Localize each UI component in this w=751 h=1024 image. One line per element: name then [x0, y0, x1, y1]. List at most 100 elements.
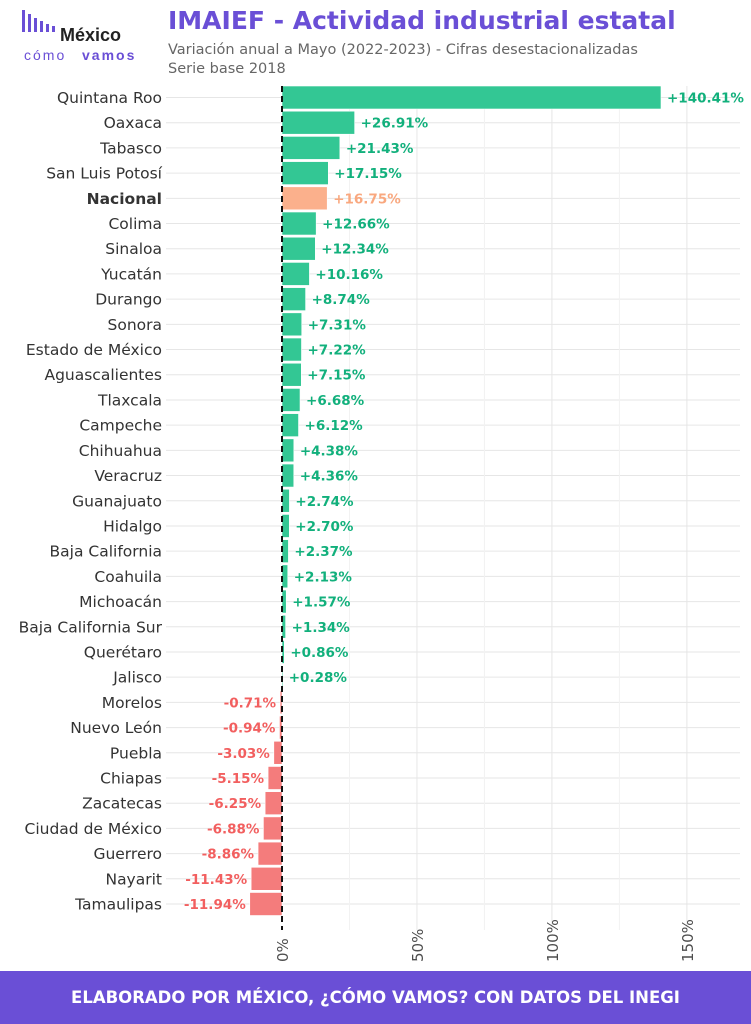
footer-banner: ELABORADO POR MÉXICO, ¿CÓMO VAMOS? CON D…: [0, 971, 751, 1024]
bar-campeche: [281, 413, 299, 437]
category-label: Sinaloa: [105, 240, 162, 258]
data-label: +12.66%: [322, 217, 390, 233]
subtitle-line-1: Variación anual a Mayo (2022-2023) - Cif…: [168, 42, 638, 58]
data-label: +2.70%: [295, 519, 354, 535]
category-label: Michoacán: [79, 593, 162, 611]
category-label: Yucatán: [100, 265, 162, 283]
category-label: Veracruz: [94, 467, 162, 485]
chart-title: IMAIEF - Actividad industrial estatal: [168, 6, 676, 35]
bar-quintana-roo: [281, 85, 662, 110]
chart-subtitle: Variación anual a Mayo (2022-2023) - Cif…: [168, 41, 638, 79]
logo-word-mexico: México: [60, 25, 121, 45]
category-label: Zacatecas: [82, 795, 162, 813]
category-label: Aguascalientes: [44, 366, 162, 384]
data-label: +2.74%: [295, 494, 354, 510]
category-label: Tabasco: [99, 139, 162, 157]
data-label: +17.15%: [334, 166, 402, 182]
category-label: Hidalgo: [103, 517, 162, 535]
category-label: Colima: [108, 215, 162, 233]
data-label: -8.86%: [202, 847, 255, 863]
data-label: +1.34%: [292, 620, 351, 636]
category-label: Durango: [95, 291, 162, 309]
data-label: +4.38%: [300, 443, 359, 459]
category-labels: Quintana Roo Oaxaca Tabasco San Luis Potosí…: [19, 89, 163, 914]
bar-chiapas: [267, 766, 283, 790]
bar-colima: [281, 211, 317, 236]
bar-chart: +140.41% +26.91% +21.43% +17.15% +16.75% +12.…: [19, 85, 744, 962]
x-tick-label: 150%: [679, 919, 697, 962]
bar-zacatecas: [264, 791, 283, 815]
bars: [249, 85, 662, 916]
category-label: Sonora: [108, 316, 163, 334]
mexico-como-vamos-logo: México cómo vamos: [22, 10, 136, 63]
bar-ciudad-de-m-xico: [263, 816, 283, 841]
data-label: -5.15%: [212, 771, 265, 787]
category-label: Chihuahua: [79, 442, 162, 460]
category-label: Nuevo León: [70, 719, 162, 737]
data-label: +16.75%: [333, 191, 401, 207]
category-label: Ciudad de México: [25, 820, 162, 838]
data-labels: +140.41% +26.91% +21.43% +17.15% +16.75% +12.…: [184, 91, 744, 914]
category-label: Coahuila: [94, 568, 162, 586]
bar-tamaulipas: [249, 892, 283, 916]
category-label: Oaxaca: [104, 114, 162, 132]
data-label: +0.28%: [289, 670, 348, 686]
bar-tlaxcala: [281, 388, 301, 412]
bar-san-luis-potos-: [281, 161, 329, 185]
x-tick-label: 0%: [274, 938, 292, 962]
category-label: Baja California: [50, 543, 162, 561]
x-tick-label: 50%: [409, 929, 427, 962]
bar-veracruz: [281, 463, 295, 488]
category-label: Guanajuato: [72, 492, 162, 510]
logo-word-como: cómo: [24, 47, 66, 63]
category-label: Baja California Sur: [19, 618, 163, 636]
category-label: Tlaxcala: [97, 391, 162, 409]
data-label: +7.22%: [307, 343, 366, 359]
data-label: +7.31%: [308, 317, 367, 333]
logo-word-vamos: vamos: [82, 47, 136, 63]
data-label: +7.15%: [307, 368, 366, 384]
bar-tabasco: [281, 136, 341, 160]
data-label: -11.43%: [185, 872, 247, 888]
x-axis-ticks: 0% 50% 100% 150%: [274, 919, 697, 962]
bar-hidalgo: [281, 514, 290, 538]
data-label: +4.36%: [300, 469, 359, 485]
bar-nacional: [281, 186, 328, 211]
bar-aguascalientes: [281, 362, 302, 387]
data-label: +12.34%: [321, 242, 389, 258]
data-label: +21.43%: [346, 141, 414, 157]
category-label: Nacional: [87, 190, 162, 208]
category-label: Tamaulipas: [74, 896, 162, 914]
subtitle-line-2: Serie base 2018: [168, 61, 286, 77]
data-label: -6.25%: [209, 796, 262, 812]
category-label: Nayarit: [105, 870, 162, 888]
category-label: Estado de México: [26, 341, 162, 359]
data-label: +26.91%: [361, 116, 429, 132]
data-label: +6.12%: [305, 418, 364, 434]
data-label: +10.16%: [315, 267, 383, 283]
bar-chihuahua: [281, 438, 295, 463]
bar-nayarit: [250, 866, 283, 891]
data-label: -11.94%: [184, 897, 246, 913]
bar-sinaloa: [281, 236, 316, 261]
category-label: Campeche: [79, 417, 162, 435]
category-label: Chiapas: [100, 769, 162, 787]
category-label: Puebla: [110, 744, 162, 762]
bar-oaxaca: [281, 110, 355, 135]
bar-sonora: [281, 312, 303, 337]
data-label: -0.94%: [223, 721, 276, 737]
category-label: Guerrero: [93, 845, 162, 863]
logo-bars-icon: [22, 10, 55, 32]
data-label: +8.74%: [312, 292, 371, 308]
chart-header: México cómo vamos IMAIEF - Actividad ind…: [0, 0, 751, 86]
bar-puebla: [273, 740, 283, 765]
bar-yucat-n: [281, 262, 310, 286]
data-label: -3.03%: [217, 746, 270, 762]
bar-estado-de-m-xico: [281, 337, 302, 362]
data-label: -0.71%: [224, 695, 277, 711]
category-label: Jalisco: [112, 669, 162, 687]
bar-durango: [281, 287, 306, 311]
category-label: Morelos: [102, 694, 162, 712]
data-label: +2.13%: [294, 569, 353, 585]
data-label: +6.68%: [306, 393, 365, 409]
